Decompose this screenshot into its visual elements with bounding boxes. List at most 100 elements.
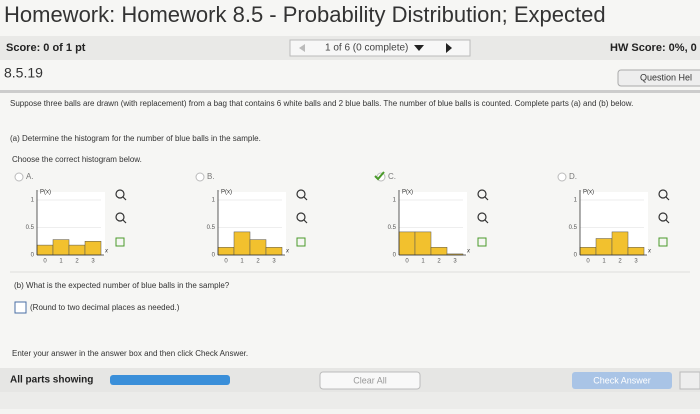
option-label[interactable]: C. — [388, 172, 396, 181]
bar — [217, 247, 235, 256]
bar — [611, 231, 629, 256]
y-tick-label: 1 — [393, 198, 397, 204]
clear[interactable]: Clear All — [353, 375, 387, 385]
x-axis-label: x — [466, 249, 471, 255]
y-tick-label: 0.5 — [569, 225, 578, 231]
zoom-handle — [122, 219, 127, 224]
x-tick-label: 3 — [453, 259, 457, 265]
page-title: Homework: Homework 8.5 - Probability Dis… — [4, 2, 606, 27]
option-label[interactable]: D. — [569, 172, 577, 181]
x-tick-label: 1 — [421, 259, 425, 265]
choose: Choose the correct histogram below. — [12, 155, 142, 164]
zoom-icon[interactable] — [477, 212, 487, 222]
x-tick-label: 2 — [75, 259, 79, 265]
round-note: (Round to two decimal places as needed.) — [30, 303, 180, 312]
y-tick-label: 0.5 — [26, 225, 35, 231]
x-tick-label: 1 — [59, 259, 63, 265]
bar — [265, 247, 283, 256]
x-tick-label: 0 — [405, 259, 409, 265]
bar — [233, 231, 251, 256]
option-label[interactable]: A. — [26, 172, 34, 181]
progress-bar — [110, 375, 230, 385]
help[interactable]: Question Hel — [640, 72, 692, 82]
x-tick-label: 1 — [240, 259, 244, 265]
zoom-icon[interactable] — [296, 212, 306, 222]
zoom-icon[interactable] — [115, 189, 125, 199]
radio[interactable] — [557, 172, 567, 182]
check-mark — [374, 171, 385, 181]
x-tick-label: 2 — [437, 259, 441, 265]
y-tick-label: 1 — [574, 198, 578, 204]
y-tick-label: 0 — [31, 253, 35, 259]
zoom-handle — [484, 196, 489, 201]
bar — [627, 247, 645, 256]
zoom-handle — [122, 196, 127, 201]
x-tick-label: 3 — [272, 259, 276, 265]
question-text-box: Suppose three balls are drawn (with repl… — [10, 99, 633, 108]
zoom-handle — [303, 196, 308, 201]
expand-icon[interactable] — [296, 237, 306, 247]
y-axis-label: P(x) — [583, 190, 594, 196]
check[interactable]: Check Answer — [593, 375, 651, 385]
option-label[interactable]: B. — [207, 172, 215, 181]
y-tick-label: 0 — [212, 253, 216, 259]
x-tick-label: 3 — [634, 259, 638, 265]
parts-label: All parts showing — [10, 375, 93, 386]
radio[interactable] — [14, 172, 24, 182]
separator — [0, 90, 700, 93]
y-tick-label: 0.5 — [207, 225, 216, 231]
x-tick-label: 1 — [602, 259, 606, 265]
y-tick-label: 0 — [393, 253, 397, 259]
bar — [398, 231, 416, 256]
zoom-handle — [303, 219, 308, 224]
zoom-icon[interactable] — [115, 212, 125, 222]
nav[interactable] — [289, 39, 471, 57]
expand-icon[interactable] — [658, 237, 668, 247]
answer-box[interactable] — [14, 301, 27, 314]
bar — [414, 231, 432, 256]
radio[interactable] — [195, 172, 205, 182]
x-tick-label: 0 — [43, 259, 47, 265]
bar — [430, 247, 448, 256]
expand-icon[interactable] — [115, 237, 125, 247]
x-tick-label: 0 — [224, 259, 228, 265]
help-button[interactable] — [617, 69, 700, 87]
zoom-handle — [665, 196, 670, 201]
bar — [68, 244, 86, 256]
zoom-icon[interactable] — [296, 189, 306, 199]
y-tick-label: 1 — [212, 198, 216, 204]
zoom-icon[interactable] — [658, 189, 668, 199]
bar — [595, 238, 613, 256]
bar — [249, 239, 267, 256]
bottom-strip — [0, 392, 700, 409]
bar — [84, 241, 102, 256]
zoom-icon[interactable] — [477, 189, 487, 199]
instruction: Enter your answer in the answer box and … — [12, 349, 248, 358]
x-tick-label: 2 — [256, 259, 260, 265]
y-tick-label: 1 — [31, 198, 35, 204]
x-axis-label: x — [647, 249, 652, 255]
prev[interactable] — [299, 44, 305, 52]
zoom-icon[interactable] — [658, 212, 668, 222]
zoom-handle — [665, 219, 670, 224]
part-a: (a) Determine the histogram for the numb… — [10, 134, 261, 143]
check-button[interactable] — [572, 372, 672, 389]
next[interactable] — [446, 43, 452, 53]
bar — [579, 247, 597, 256]
bar — [36, 244, 54, 256]
expand-icon[interactable] — [477, 237, 487, 247]
dropdown[interactable] — [414, 45, 424, 51]
bar — [52, 239, 70, 256]
clear-button[interactable] — [319, 371, 421, 390]
x-axis-label: x — [104, 249, 109, 255]
back-button[interactable] — [679, 371, 700, 390]
progress[interactable]: 1 of 6 (0 complete) — [325, 43, 408, 54]
y-axis-label: P(x) — [402, 190, 413, 196]
x-tick-label: 3 — [91, 259, 95, 265]
y-axis-label: P(x) — [40, 190, 51, 196]
part-b: (b) What is the expected number of blue … — [14, 281, 230, 290]
hw-score: HW Score: 0%, 0 — [610, 42, 697, 54]
x-axis-label: x — [285, 249, 290, 255]
